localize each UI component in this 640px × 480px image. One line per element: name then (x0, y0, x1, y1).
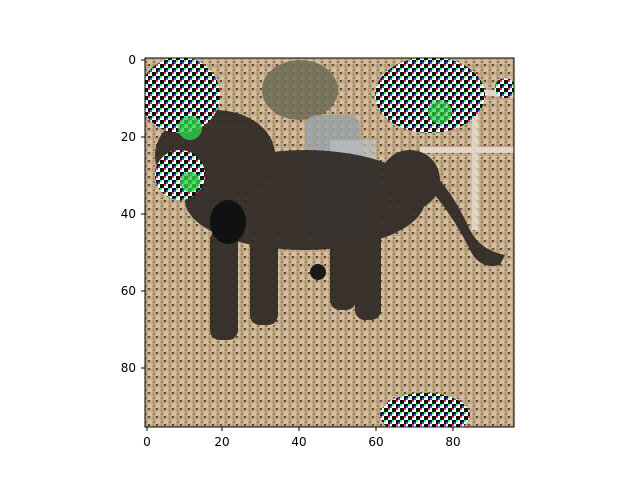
y-tick-label: 60 (121, 284, 136, 298)
x-tick-label: 60 (368, 435, 383, 449)
x-tick-label: 0 (143, 435, 151, 449)
x-axis (147, 427, 453, 431)
y-tick-label: 40 (121, 207, 136, 221)
x-tick-label: 80 (445, 435, 460, 449)
y-tick-label: 80 (121, 361, 136, 375)
y-tick-label: 20 (121, 130, 136, 144)
y-axis (141, 60, 145, 368)
image-content (140, 57, 515, 437)
x-tick-label: 40 (291, 435, 306, 449)
y-tick-label: 0 (128, 53, 136, 67)
x-tick-label: 20 (214, 435, 229, 449)
